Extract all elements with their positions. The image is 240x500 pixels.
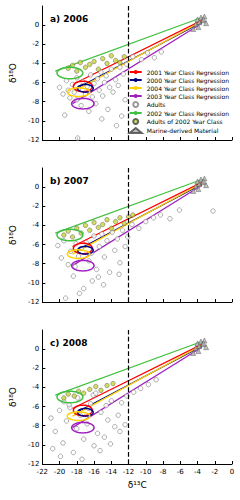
svg-text:2004 Year Class Regression: 2004 Year Class Regression (147, 85, 229, 93)
svg-text:δ¹³C: δ¹³C (128, 480, 147, 490)
svg-text:-2: -2 (32, 202, 39, 210)
svg-text:-6: -6 (32, 403, 40, 411)
svg-text:-4: -4 (32, 59, 40, 67)
svg-text:2003 Year Class Regression: 2003 Year Class Regression (147, 93, 229, 101)
svg-text:-20: -20 (54, 468, 65, 476)
svg-text:-10: -10 (140, 468, 151, 476)
svg-text:b) 2007: b) 2007 (50, 176, 89, 186)
svg-text:0: 0 (35, 183, 39, 191)
svg-text:Adults of 2002 Year Class: Adults of 2002 Year Class (147, 118, 223, 125)
svg-text:δ¹⁸O: δ¹⁸O (8, 63, 18, 83)
svg-text:0: 0 (35, 345, 39, 353)
svg-text:-14: -14 (106, 468, 118, 476)
svg-text:-10: -10 (28, 117, 39, 125)
svg-text:0: 0 (230, 468, 234, 476)
svg-text:-12: -12 (28, 298, 39, 306)
svg-text:0: 0 (35, 21, 39, 29)
svg-text:δ¹⁸O: δ¹⁸O (8, 225, 18, 245)
svg-text:-2: -2 (211, 468, 218, 476)
svg-text:-12: -12 (28, 136, 39, 144)
svg-text:-10: -10 (28, 279, 39, 287)
svg-text:Marine-derived Material: Marine-derived Material (147, 127, 219, 134)
svg-text:-8: -8 (32, 260, 39, 268)
svg-text:-6: -6 (32, 79, 40, 87)
svg-text:Adults: Adults (147, 101, 166, 108)
svg-text:-8: -8 (32, 98, 39, 106)
svg-text:2002 Year Class Regression: 2002 Year Class Regression (147, 110, 229, 118)
svg-text:-12: -12 (27, 460, 40, 468)
svg-text:-4: -4 (194, 468, 202, 476)
svg-text:-12: -12 (123, 468, 134, 476)
svg-text:-4: -4 (32, 221, 40, 229)
svg-text:2001 Year Class Regression: 2001 Year Class Regression (147, 69, 229, 77)
svg-text:-10: -10 (28, 441, 39, 449)
svg-text:-4: -4 (32, 383, 40, 391)
svg-text:-6: -6 (177, 468, 185, 476)
svg-text:c) 2008: c) 2008 (50, 338, 88, 348)
svg-text:-22: -22 (37, 468, 48, 476)
svg-text:-8: -8 (160, 468, 167, 476)
svg-text:-6: -6 (32, 241, 40, 249)
svg-text:-16: -16 (88, 468, 100, 476)
svg-text:a) 2006: a) 2006 (50, 14, 88, 24)
svg-text:2000 Year Class Regression: 2000 Year Class Regression (147, 77, 229, 85)
svg-text:-8: -8 (32, 422, 39, 430)
svg-text:-2: -2 (32, 40, 39, 48)
svg-text:-18: -18 (71, 468, 82, 476)
svg-text:δ¹⁸O: δ¹⁸O (8, 387, 18, 407)
svg-text:-2: -2 (32, 364, 39, 372)
